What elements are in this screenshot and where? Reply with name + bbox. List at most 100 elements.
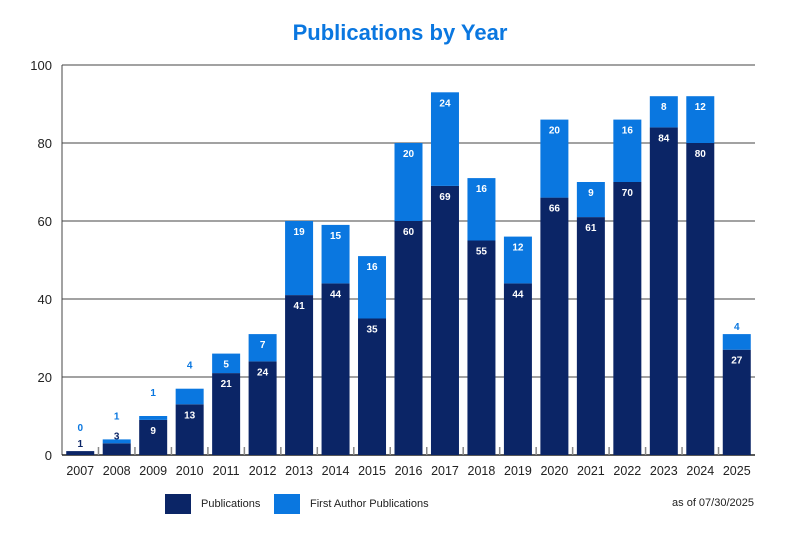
x-tick-label: 2020	[540, 464, 568, 478]
legend-label-publications: Publications	[201, 498, 261, 510]
bar-first-author	[430, 92, 459, 186]
x-tick-label: 2015	[358, 464, 386, 478]
legend-item-publications: Publications	[165, 494, 260, 514]
data-label-first-author: 4	[734, 322, 740, 333]
x-tick-label: 2011	[213, 464, 240, 478]
data-label-publications: 21	[221, 379, 233, 390]
data-label-first-author: 5	[223, 360, 229, 371]
bar-first-author	[102, 439, 131, 444]
y-tick-label: 100	[30, 58, 52, 73]
x-tick-label: 2018	[468, 464, 496, 478]
x-tick-label: 2007	[66, 464, 94, 478]
bar-publications	[576, 217, 605, 455]
data-label-first-author: 16	[622, 126, 634, 137]
bar-publications	[467, 240, 496, 455]
data-label-first-author: 12	[695, 102, 707, 113]
as-of-annotation: as of 07/30/2025	[672, 497, 754, 509]
bar-first-author	[285, 221, 314, 296]
data-label-first-author: 16	[476, 184, 488, 195]
y-tick-label: 40	[38, 292, 52, 307]
bar-publications	[358, 318, 387, 455]
bar-publications	[285, 295, 314, 455]
data-label-publications: 44	[512, 289, 524, 300]
data-label-publications: 1	[77, 439, 83, 450]
data-label-first-author: 24	[439, 98, 451, 109]
bar-publications	[394, 221, 423, 455]
data-label-first-author: 7	[260, 340, 266, 351]
data-label-first-author: 1	[114, 411, 120, 422]
x-tick-label: 2024	[686, 464, 714, 478]
bar-first-author	[540, 119, 569, 198]
data-label-publications: 69	[439, 192, 451, 203]
x-tick-label: 2009	[139, 464, 167, 478]
y-tick-label: 0	[45, 448, 52, 463]
data-label-publications: 70	[622, 188, 634, 199]
bar-publications	[722, 349, 751, 455]
data-label-publications: 41	[294, 301, 306, 312]
data-label-first-author: 4	[187, 361, 193, 372]
bar-first-author	[722, 334, 751, 350]
x-tick-label: 2025	[723, 464, 751, 478]
bar-first-author	[139, 416, 168, 420]
data-label-publications: 44	[330, 289, 342, 300]
data-label-publications: 3	[114, 431, 120, 442]
x-tick-label: 2022	[613, 464, 641, 478]
bar-publications	[503, 283, 532, 455]
bar-first-author	[503, 236, 532, 284]
x-tick-label: 2016	[395, 464, 423, 478]
bar-publications	[175, 404, 204, 455]
x-tick-label: 2019	[504, 464, 532, 478]
x-tick-label: 2012	[249, 464, 277, 478]
bar-first-author	[175, 388, 204, 405]
data-label-first-author: 20	[549, 126, 561, 137]
legend-item-first-author: First Author Publications	[274, 494, 429, 514]
chart-title: Publications by Year	[292, 20, 508, 45]
x-tick-label: 2010	[176, 464, 204, 478]
data-label-first-author: 20	[403, 149, 415, 160]
bar-first-author	[613, 119, 642, 182]
bar-first-author	[686, 96, 715, 143]
data-label-publications: 61	[585, 223, 597, 234]
data-label-publications: 84	[658, 133, 670, 144]
x-tick-label: 2017	[431, 464, 459, 478]
data-label-publications: 60	[403, 227, 415, 238]
bar-first-author	[248, 334, 277, 362]
bar-publications	[430, 185, 459, 455]
legend-swatch-first-author	[274, 494, 300, 514]
bar-first-author	[467, 178, 496, 241]
bar-publications	[248, 361, 277, 455]
bar-publications	[613, 182, 642, 455]
bar-first-author	[394, 143, 423, 221]
data-label-first-author: 9	[588, 188, 594, 199]
data-label-publications: 27	[731, 356, 743, 367]
data-label-publications: 66	[549, 204, 561, 215]
bar-publications	[649, 127, 678, 456]
bar-publications	[686, 143, 715, 455]
data-label-first-author: 1	[150, 388, 156, 399]
data-label-publications: 55	[476, 247, 488, 258]
bar-publications	[540, 197, 569, 455]
data-label-publications: 9	[150, 426, 156, 437]
data-label-first-author: 12	[512, 243, 524, 254]
legend-swatch-publications	[165, 494, 191, 514]
data-label-first-author: 8	[661, 102, 667, 113]
data-label-first-author: 19	[294, 227, 306, 238]
x-tick-label: 2014	[322, 464, 350, 478]
data-label-publications: 80	[695, 149, 707, 160]
bar-first-author	[576, 182, 605, 218]
x-tick-label: 2008	[103, 464, 131, 478]
bar-publications	[102, 443, 131, 455]
bar-publications	[212, 373, 241, 455]
bar-publications	[139, 419, 168, 455]
data-label-publications: 13	[184, 410, 196, 421]
bar-first-author	[649, 96, 678, 128]
bar-first-author	[321, 224, 350, 284]
data-label-first-author: 15	[330, 231, 342, 242]
bar-first-author	[212, 353, 241, 374]
bar-first-author	[358, 256, 387, 319]
data-label-publications: 24	[257, 367, 269, 378]
data-label-publications: 35	[366, 325, 378, 336]
y-tick-label: 80	[38, 136, 52, 151]
y-tick-label: 20	[38, 370, 52, 385]
